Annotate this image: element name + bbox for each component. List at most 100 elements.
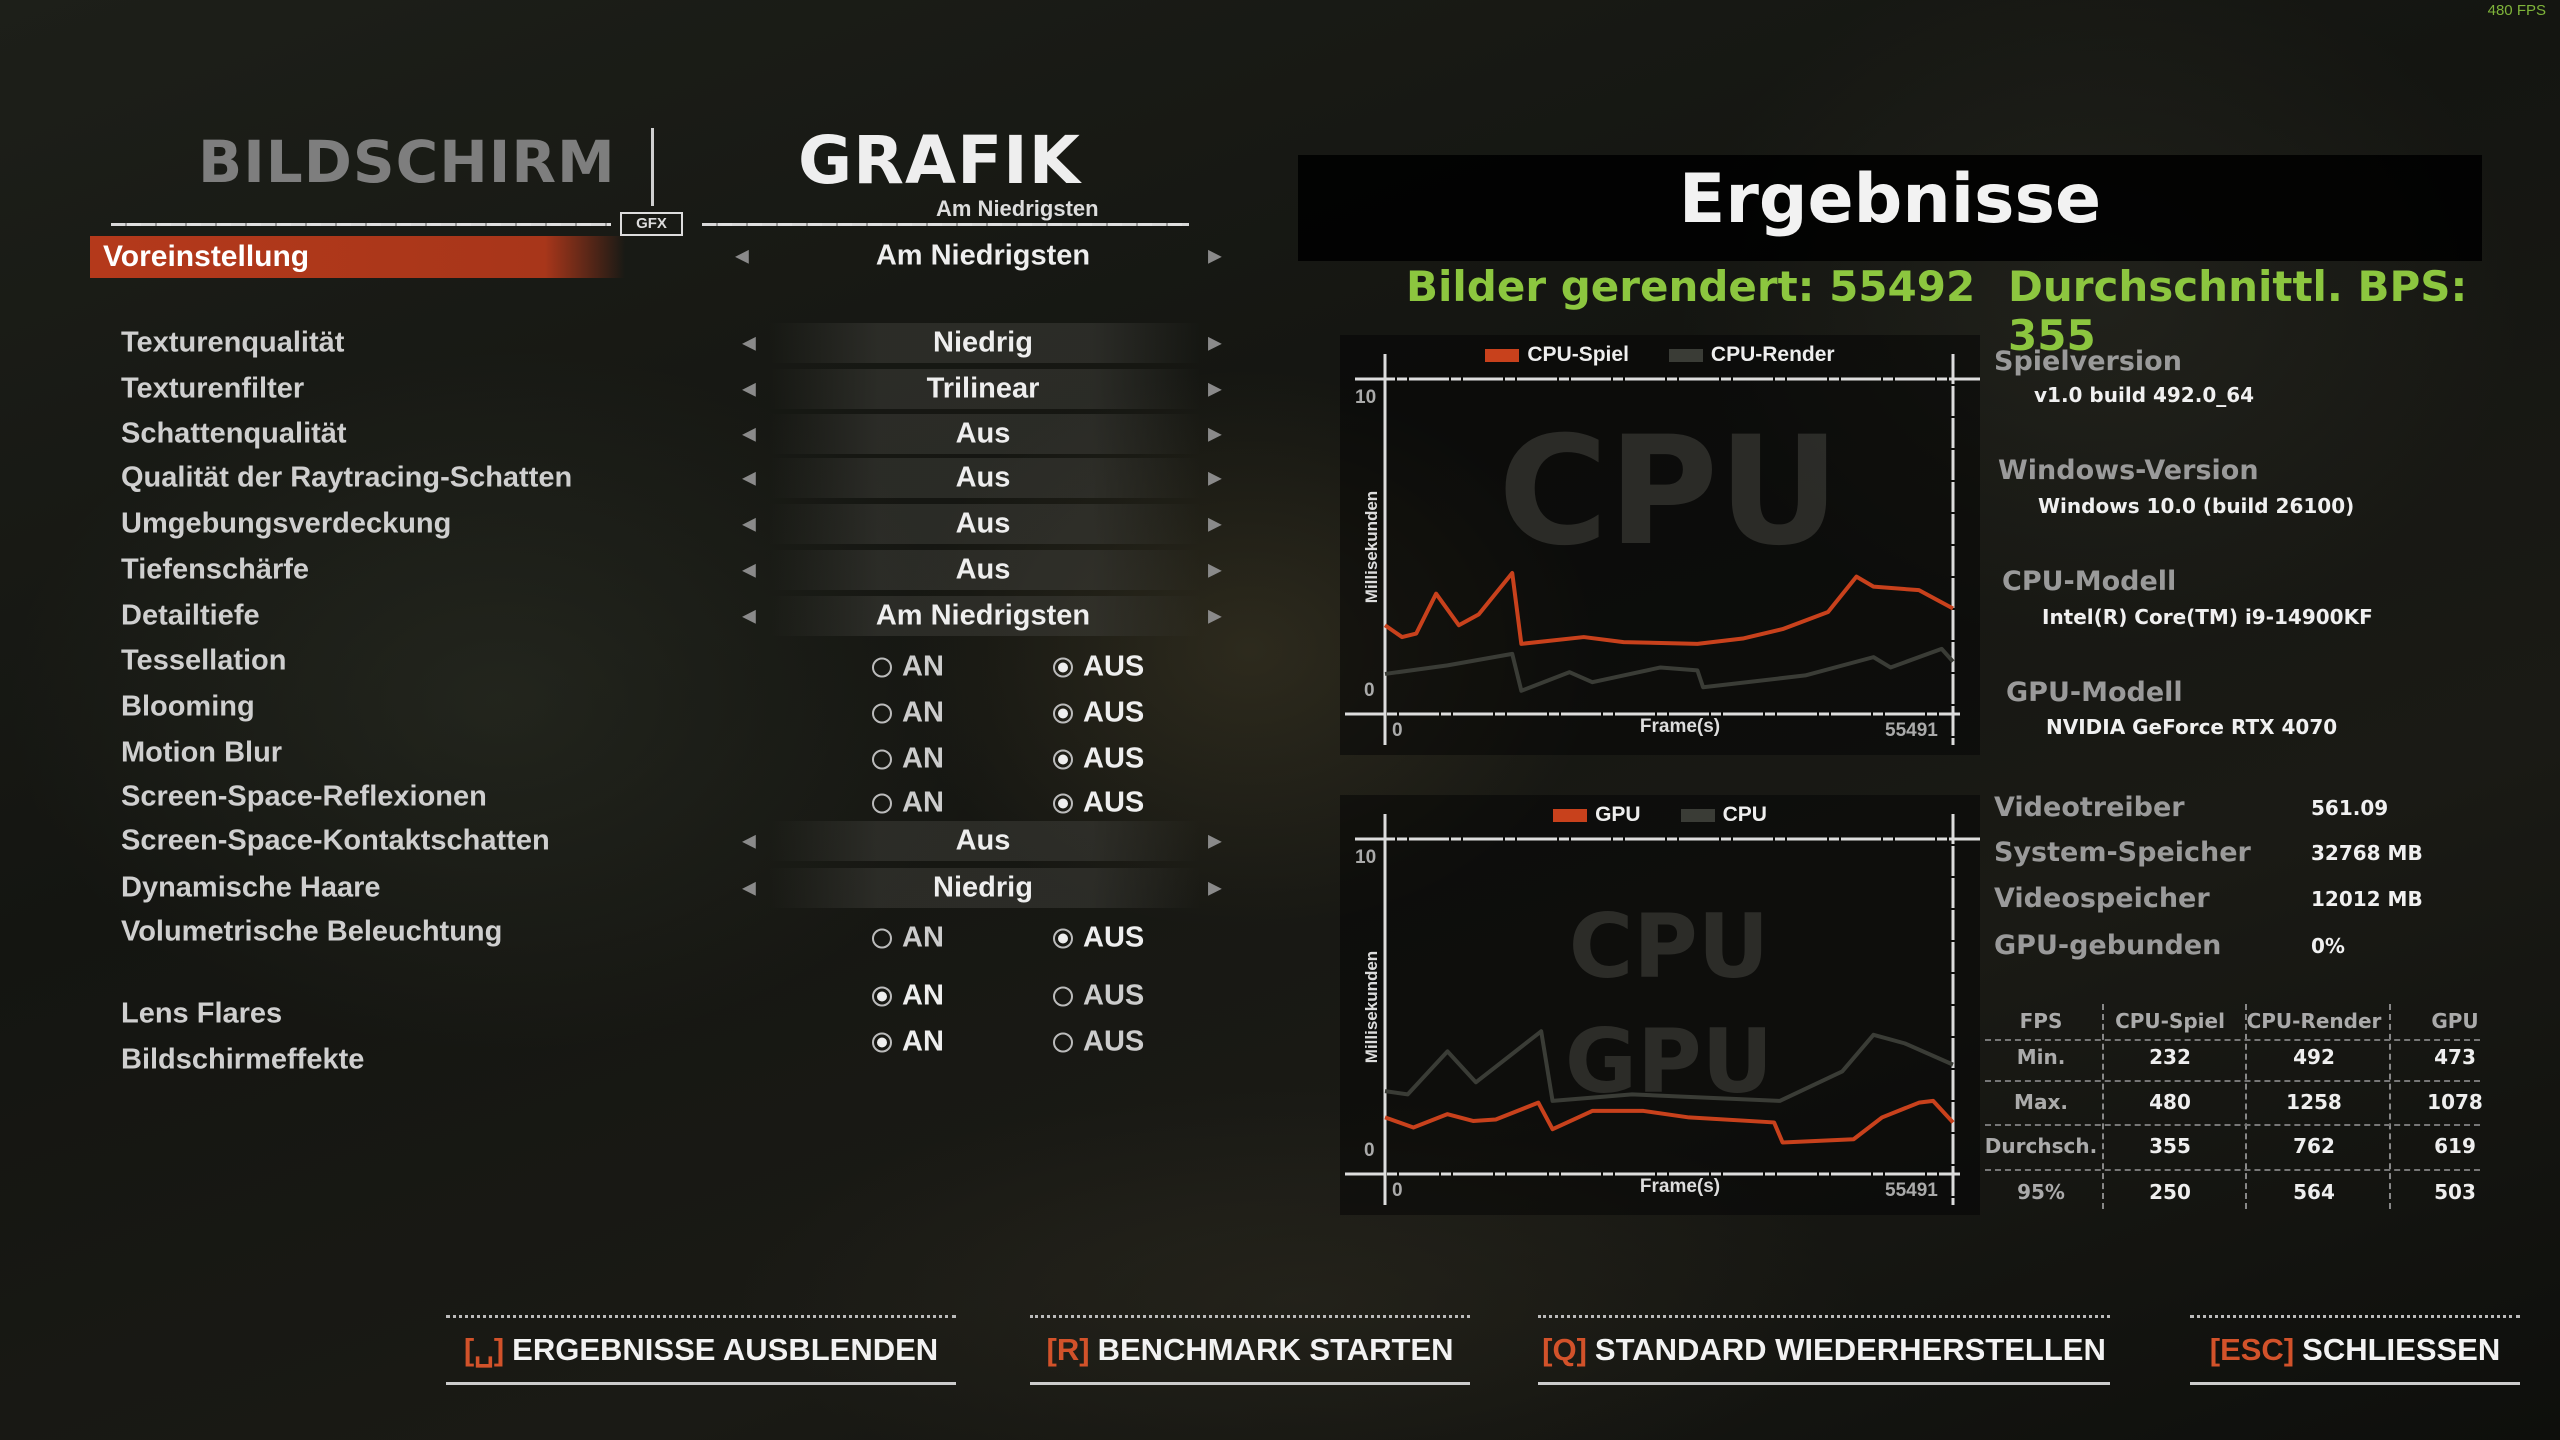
key-hint: [ESC] <box>2209 1332 2295 1367</box>
table-row-label: Min. <box>2016 1045 2066 1069</box>
setting-label: Screen-Space-Reflexionen <box>121 780 487 813</box>
stat-value: 561.09 <box>2311 796 2389 820</box>
arrow-left-icon[interactable]: ◀ <box>742 877 756 899</box>
radio-label: AUS <box>1083 650 1145 683</box>
setting-value[interactable]: Aus <box>955 824 1011 857</box>
radio-label: AN <box>902 1025 944 1058</box>
legend-swatch <box>1485 348 1520 362</box>
y-tick-label: 0 <box>1364 680 1375 701</box>
radio-an[interactable]: AN <box>872 980 944 1013</box>
series-line-cpu <box>1384 1029 1954 1103</box>
chart-watermark: CPU <box>1568 895 1770 998</box>
arrow-left-icon[interactable]: ◀ <box>742 378 756 400</box>
arrow-right-icon[interactable]: ▶ <box>1208 830 1222 852</box>
table-row-label: Durchsch. <box>1984 1134 2098 1158</box>
arrow-right-icon[interactable]: ▶ <box>1208 245 1222 267</box>
setting-label: Dynamische Haare <box>121 871 381 904</box>
preset-value: Am Niedrigsten <box>875 239 1091 272</box>
legend-swatch <box>1553 808 1588 822</box>
radio-aus[interactable]: AUS <box>1053 651 1144 684</box>
radio-aus[interactable]: AUS <box>1053 697 1144 730</box>
setting-label: Qualität der Raytracing-Schatten <box>121 461 573 494</box>
arrow-left-icon[interactable]: ◀ <box>742 559 756 581</box>
radio-aus[interactable]: AUS <box>1053 980 1144 1013</box>
setting-value[interactable]: Niedrig <box>933 871 1033 904</box>
table-header: CPU-Render <box>2246 1009 2382 1033</box>
key-hint: [Q] <box>1542 1332 1587 1367</box>
radio-an[interactable]: AN <box>872 787 944 820</box>
arrow-left-icon[interactable]: ◀ <box>735 245 749 267</box>
radio-aus[interactable]: AUS <box>1053 787 1144 820</box>
arrow-left-icon[interactable]: ◀ <box>742 605 756 627</box>
arrow-right-icon[interactable]: ▶ <box>1208 332 1222 354</box>
table-cell: 473 <box>2434 1045 2476 1069</box>
frames-rendered: Bilder gerendert: 55492 <box>1406 262 1976 311</box>
y-axis-label: Millisekunden <box>1362 950 1381 1063</box>
gpu-chart: GPU CPU CPU GPU 10 0 Millisekunden 0 55491 Frame(… <box>1340 795 1980 1215</box>
fps-counter: 480 FPS <box>2487 2 2546 19</box>
x-tick-label: 55491 <box>1885 720 1938 741</box>
tab-graphics[interactable]: GRAFIK <box>798 122 1081 199</box>
radio-an[interactable]: AN <box>872 697 944 730</box>
value-band <box>770 596 1200 636</box>
legend-swatch <box>1680 808 1715 822</box>
table-row-divider <box>1985 1080 2480 1082</box>
results-header <box>1298 155 2482 261</box>
legend-label: CPU <box>1722 803 1767 826</box>
radio-checked-icon <box>1053 657 1073 677</box>
legend-item: CPU-Render <box>1668 343 1835 367</box>
setting-label: Motion Blur <box>121 736 283 769</box>
footer-button-standard-wiederherstellen[interactable]: [Q] STANDARD WIEDERHERSTELLEN <box>1538 1315 2110 1385</box>
info-value: Windows 10.0 (build 26100) <box>2038 494 2355 518</box>
radio-aus[interactable]: AUS <box>1053 743 1144 776</box>
button-label: ERGEBNISSE AUSBLENDEN <box>512 1332 939 1367</box>
radio-an[interactable]: AN <box>872 743 944 776</box>
radio-unchecked-icon <box>872 793 892 813</box>
arrow-left-icon[interactable]: ◀ <box>742 423 756 445</box>
table-header: CPU-Spiel <box>2115 1009 2225 1033</box>
table-column-divider <box>2102 1004 2104 1209</box>
radio-an[interactable]: AN <box>872 1026 944 1059</box>
table-column-divider <box>2245 1004 2247 1209</box>
arrow-left-icon[interactable]: ◀ <box>742 332 756 354</box>
setting-value[interactable]: Aus <box>955 417 1011 450</box>
arrow-right-icon[interactable]: ▶ <box>1208 605 1222 627</box>
arrow-right-icon[interactable]: ▶ <box>1208 378 1222 400</box>
setting-label: Volumetrische Beleuchtung <box>121 915 503 948</box>
arrow-right-icon[interactable]: ▶ <box>1208 877 1222 899</box>
table-cell: 492 <box>2293 1045 2335 1069</box>
table-cell: 564 <box>2293 1180 2335 1204</box>
setting-value[interactable]: Am Niedrigsten <box>875 599 1091 632</box>
footer-button-benchmark-starten[interactable]: [R] BENCHMARK STARTEN <box>1030 1315 1470 1385</box>
radio-an[interactable]: AN <box>872 651 944 684</box>
info-label: Spielversion <box>1994 346 2182 377</box>
info-value: Intel(R) Core(TM) i9-14900KF <box>2042 605 2373 629</box>
footer-button-ergebnisse-ausblenden[interactable]: [␣] ERGEBNISSE AUSBLENDEN <box>446 1315 956 1385</box>
setting-value[interactable]: Aus <box>955 461 1011 494</box>
arrow-right-icon[interactable]: ▶ <box>1208 559 1222 581</box>
arrow-left-icon[interactable]: ◀ <box>742 830 756 852</box>
y-tick-label: 0 <box>1364 1140 1375 1161</box>
footer-button-schliessen[interactable]: [ESC] SCHLIESSEN <box>2190 1315 2520 1385</box>
setting-value[interactable]: Trilinear <box>926 372 1040 405</box>
arrow-right-icon[interactable]: ▶ <box>1208 513 1222 535</box>
radio-aus[interactable]: AUS <box>1053 922 1144 955</box>
arrow-right-icon[interactable]: ▶ <box>1208 423 1222 445</box>
setting-value[interactable]: Aus <box>955 553 1011 586</box>
radio-unchecked-icon <box>872 928 892 948</box>
info-value: v1.0 build 492.0_64 <box>2034 383 2255 407</box>
chart-watermark: CPU <box>1498 405 1840 579</box>
legend-item: CPU <box>1680 803 1767 827</box>
preset-row-highlight[interactable] <box>90 236 625 278</box>
radio-an[interactable]: AN <box>872 922 944 955</box>
arrow-right-icon[interactable]: ▶ <box>1208 467 1222 489</box>
arrow-left-icon[interactable]: ◀ <box>742 467 756 489</box>
setting-label: Texturenfilter <box>121 372 305 405</box>
radio-aus[interactable]: AUS <box>1053 1026 1144 1059</box>
setting-value[interactable]: Aus <box>955 507 1011 540</box>
chart-plot <box>1345 354 1980 745</box>
radio-label: AUS <box>1083 696 1145 729</box>
setting-value[interactable]: Niedrig <box>933 326 1033 359</box>
tab-display[interactable]: BILDSCHIRM <box>198 128 616 196</box>
arrow-left-icon[interactable]: ◀ <box>742 513 756 535</box>
